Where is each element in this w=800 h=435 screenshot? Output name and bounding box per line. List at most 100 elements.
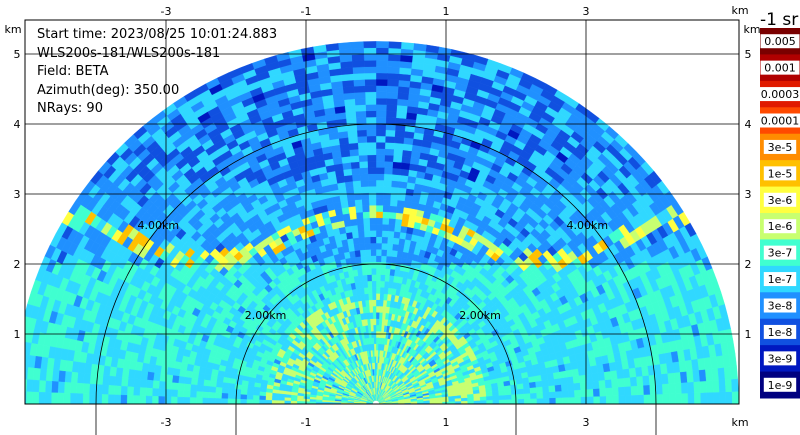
beta-cell: [393, 142, 404, 151]
beta-cell: [360, 255, 367, 263]
beta-cell: [215, 386, 223, 394]
beta-cell: [370, 255, 377, 263]
beta-cell: [706, 380, 714, 393]
beta-cell: [341, 79, 355, 88]
beta-cell: [356, 224, 365, 232]
beta-cell: [384, 274, 390, 282]
beta-cell: [548, 384, 556, 393]
beta-cell: [631, 394, 639, 404]
beta-cell: [706, 391, 714, 404]
beta-cell: [387, 66, 400, 74]
beta-cell: [479, 396, 487, 401]
beta-cell: [364, 72, 377, 80]
beta-cell: [375, 78, 388, 86]
beta-cell: [392, 237, 400, 245]
beta-cell: [566, 376, 574, 385]
beta-cell: [344, 104, 356, 113]
beta-cell: [383, 186, 392, 194]
beta-cell: [387, 287, 393, 295]
beta-cell: [730, 365, 738, 380]
beta-cell: [366, 135, 377, 143]
beta-cell: [598, 379, 606, 389]
beta-cell: [517, 398, 525, 404]
beta-cell: [395, 212, 404, 220]
beta-cell: [382, 211, 390, 219]
beta-cell: [375, 179, 385, 187]
beta-cell: [355, 116, 367, 125]
beta-cell: [351, 174, 361, 182]
beta-cell: [351, 231, 359, 239]
beta-cell: [375, 286, 381, 294]
beta-cell: [382, 217, 390, 225]
beta-cell: [599, 395, 607, 404]
beta-cell: [698, 369, 707, 382]
beta-cell: [617, 377, 625, 388]
beta-cell: [362, 274, 368, 282]
beta-cell: [718, 379, 727, 393]
beta-cell: [352, 186, 362, 195]
beta-cell: [604, 379, 613, 389]
beta-cell: [661, 373, 669, 385]
beta-cell: [618, 386, 626, 396]
beta-cell: [388, 41, 402, 49]
beta-cell: [158, 380, 167, 390]
beta-cell: [343, 174, 353, 183]
beta-cell: [680, 381, 689, 394]
beta-cell: [554, 384, 562, 392]
beta-cell: [392, 161, 402, 169]
beta-cell: [511, 398, 519, 404]
beta-cell: [386, 236, 394, 245]
beta-cell: [561, 390, 569, 398]
beta-cell: [731, 391, 739, 404]
beta-cell: [366, 141, 377, 149]
beta-cell: [356, 218, 364, 226]
beta-cell: [190, 384, 198, 392]
beta-cell: [587, 396, 594, 404]
beta-cell: [337, 42, 352, 50]
beta-cell: [369, 217, 377, 225]
beta-cell: [511, 393, 519, 400]
beta-cell: [202, 385, 210, 393]
beta-cell: [399, 168, 410, 177]
beta-cell: [366, 274, 372, 282]
beta-cell: [384, 268, 391, 276]
beta-cell: [386, 85, 399, 93]
beta-cell: [357, 230, 365, 238]
beta-cell: [152, 380, 160, 390]
beta-cell: [379, 299, 384, 307]
beta-cell: [396, 98, 409, 107]
beta-cell: [692, 369, 701, 383]
beta-cell: [354, 249, 361, 258]
beta-cell: [517, 388, 525, 395]
beta-cell: [381, 236, 388, 244]
beta-cell: [371, 274, 377, 282]
beta-cell: [375, 110, 387, 118]
beta-cell: [412, 43, 427, 52]
beta-cell: [389, 199, 398, 207]
beta-cell: [265, 392, 273, 397]
beta-cell: [687, 392, 695, 404]
beta-cell: [367, 154, 377, 162]
beta-cell: [624, 394, 632, 404]
beta-cell: [385, 261, 392, 270]
beta-cell: [624, 385, 632, 396]
beta-cell: [352, 72, 365, 81]
beta-cell: [375, 104, 387, 112]
beta-cell: [152, 372, 161, 382]
beta-cell: [510, 388, 519, 395]
beta-cell: [356, 129, 367, 137]
beta-cell: [375, 343, 379, 351]
beta-cell: [375, 135, 386, 143]
beta-cell: [367, 280, 373, 288]
beta-cell: [393, 231, 401, 239]
beta-cell: [559, 370, 567, 379]
beta-cell: [368, 204, 377, 212]
beta-cell: [357, 148, 368, 156]
beta-cell: [259, 391, 267, 397]
beta-cell: [731, 378, 739, 392]
beta-cell: [668, 393, 676, 404]
beta-cell: [369, 223, 377, 231]
beta-cell: [365, 261, 372, 269]
beta-cell: [325, 43, 340, 52]
beta-cell: [351, 60, 365, 68]
